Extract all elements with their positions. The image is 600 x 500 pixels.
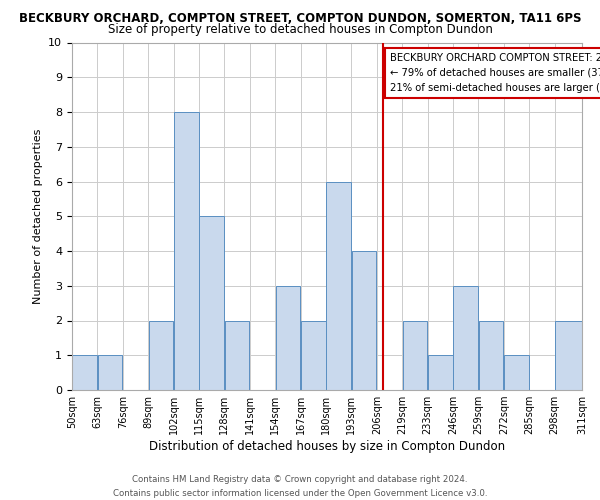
Bar [225, 320, 250, 390]
Text: BECKBURY ORCHARD COMPTON STREET: 209sqm
← 79% of detached houses are smaller (37: BECKBURY ORCHARD COMPTON STREET: 209sqm … [390, 53, 600, 92]
Bar [275, 286, 300, 390]
Text: Contains HM Land Registry data © Crown copyright and database right 2024.
Contai: Contains HM Land Registry data © Crown c… [113, 476, 487, 498]
Bar [352, 251, 376, 390]
Text: BECKBURY ORCHARD, COMPTON STREET, COMPTON DUNDON, SOMERTON, TA11 6PS: BECKBURY ORCHARD, COMPTON STREET, COMPTO… [19, 12, 581, 26]
Bar [454, 286, 478, 390]
Bar [504, 355, 529, 390]
Y-axis label: Number of detached properties: Number of detached properties [33, 128, 43, 304]
Bar [555, 320, 581, 390]
Bar [326, 182, 351, 390]
Bar [403, 320, 427, 390]
Text: Size of property relative to detached houses in Compton Dundon: Size of property relative to detached ho… [107, 22, 493, 36]
Bar [301, 320, 326, 390]
Bar [149, 320, 173, 390]
Bar [174, 112, 199, 390]
Bar [199, 216, 224, 390]
Bar [98, 355, 122, 390]
Bar [73, 355, 97, 390]
Bar [428, 355, 452, 390]
X-axis label: Distribution of detached houses by size in Compton Dundon: Distribution of detached houses by size … [149, 440, 505, 453]
Bar [479, 320, 503, 390]
